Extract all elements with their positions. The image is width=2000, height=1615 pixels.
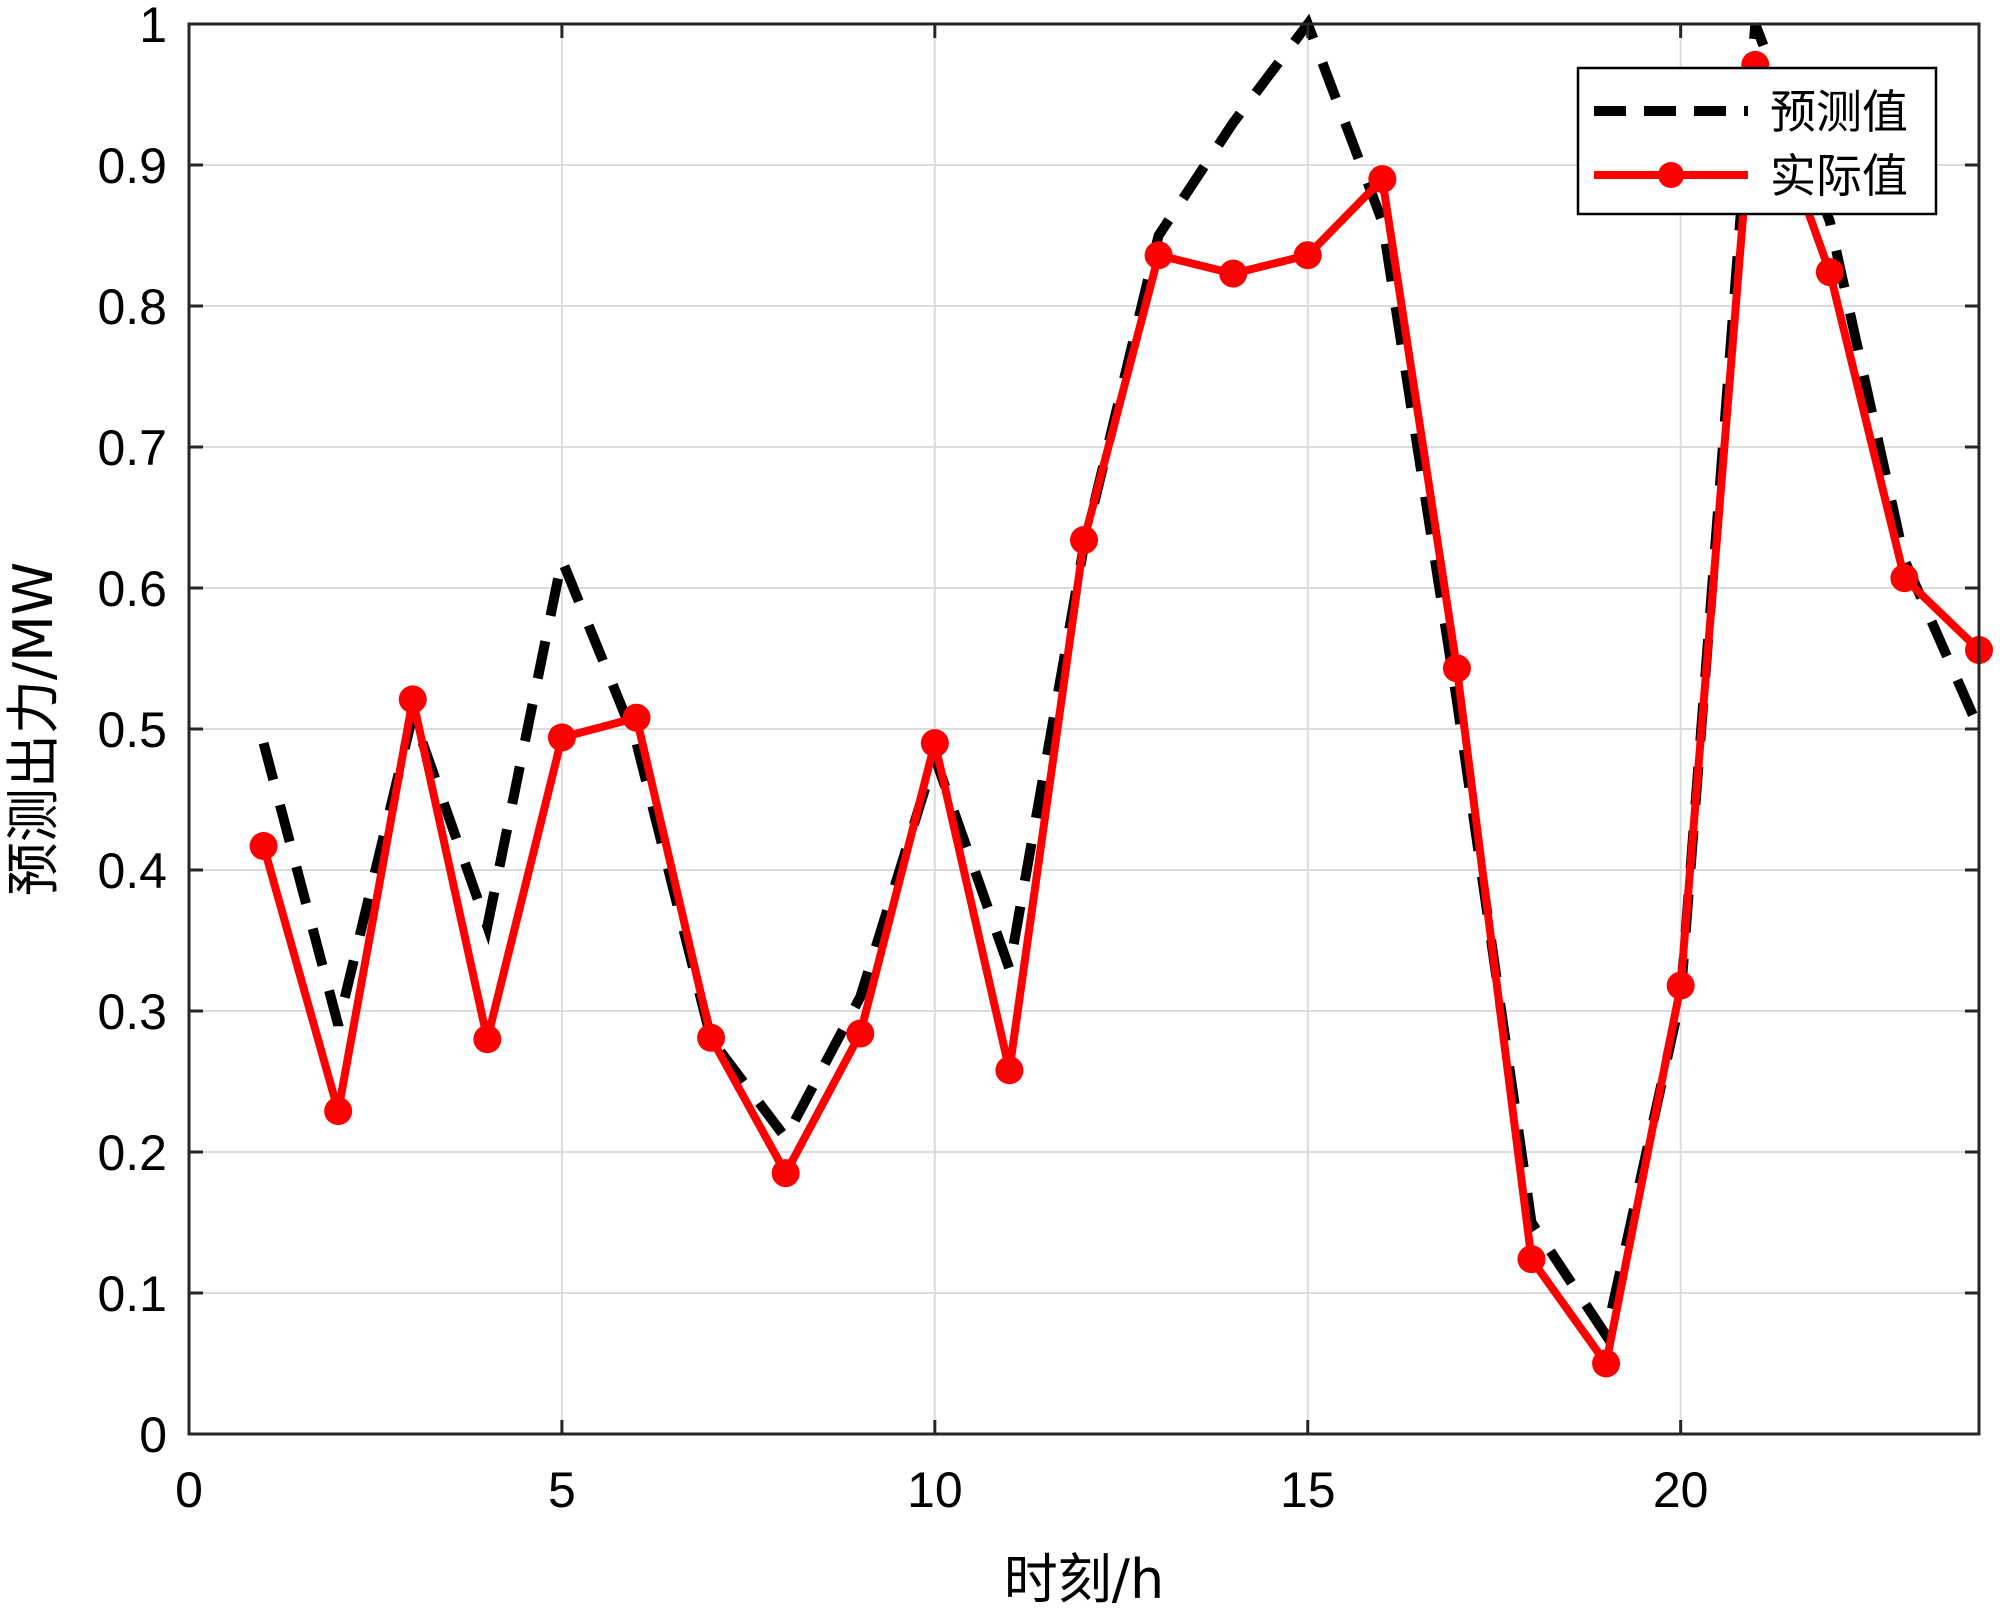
series-point-actual <box>1368 165 1397 194</box>
legend: 预测值 实际值 <box>1576 66 1938 216</box>
x-tick-label: 15 <box>1280 1462 1336 1518</box>
grid <box>189 24 1979 1434</box>
x-tick-label: 0 <box>175 1462 203 1518</box>
y-tick-label: 0.9 <box>97 138 167 194</box>
y-tick-label: 0.2 <box>97 1125 167 1181</box>
series-line-forecast <box>258 13 1984 1348</box>
series-point-actual <box>473 1025 502 1054</box>
series-point-actual <box>547 723 576 752</box>
series-point-actual <box>1517 1245 1546 1274</box>
series-point-actual <box>697 1023 726 1052</box>
y-tick-label: 0.8 <box>97 279 167 335</box>
y-tick-label: 0 <box>139 1407 167 1463</box>
y-axis-label: 预测出力/MW <box>2 562 65 896</box>
series-point-actual <box>995 1056 1024 1085</box>
x-axis-label: 时刻/h <box>1004 1548 1164 1611</box>
x-tick-label: 20 <box>1653 1462 1709 1518</box>
series-point-actual <box>1592 1349 1621 1378</box>
series-line-actual <box>259 63 1982 1374</box>
legend-label-forecast: 预测值 <box>1770 85 1908 139</box>
x-tick-label: 5 <box>548 1462 576 1518</box>
series-point-actual <box>1293 241 1322 270</box>
y-tick-label: 0.5 <box>97 702 167 758</box>
legend-box <box>1576 66 1938 216</box>
series-point-actual <box>1890 564 1919 593</box>
series-point-actual <box>622 703 651 732</box>
series-point-actual <box>249 832 278 861</box>
series-point-actual <box>398 685 427 714</box>
x-tick-label: 10 <box>907 1462 963 1518</box>
y-tick-label: 0.6 <box>97 561 167 617</box>
y-tick-label: 0.3 <box>97 984 167 1040</box>
legend-marker-actual <box>1658 162 1684 188</box>
legend-label-actual: 实际值 <box>1770 149 1908 203</box>
series-point-actual <box>920 729 949 758</box>
y-tick-label: 1 <box>139 0 167 53</box>
y-tick-label: 0.7 <box>97 420 167 476</box>
series-layer <box>249 13 1993 1378</box>
series-point-actual <box>324 1097 353 1126</box>
series-point-actual <box>1219 259 1248 288</box>
y-tick-label: 0.4 <box>97 843 167 899</box>
series-point-actual <box>1070 526 1098 555</box>
series-point-actual <box>771 1159 800 1188</box>
series-point-actual <box>1666 971 1695 1000</box>
series-point-actual <box>1144 241 1173 270</box>
series-point-actual <box>1442 654 1471 683</box>
y-tick-label: 0.1 <box>97 1266 167 1322</box>
series-point-actual <box>846 1019 875 1048</box>
axis-ticks: 0 5 10 15 20 0 0.1 0.2 0.3 0.4 0.5 0.6 0.7 0.8 0.9 1 <box>97 0 1979 1518</box>
series-point-actual <box>1815 258 1844 287</box>
